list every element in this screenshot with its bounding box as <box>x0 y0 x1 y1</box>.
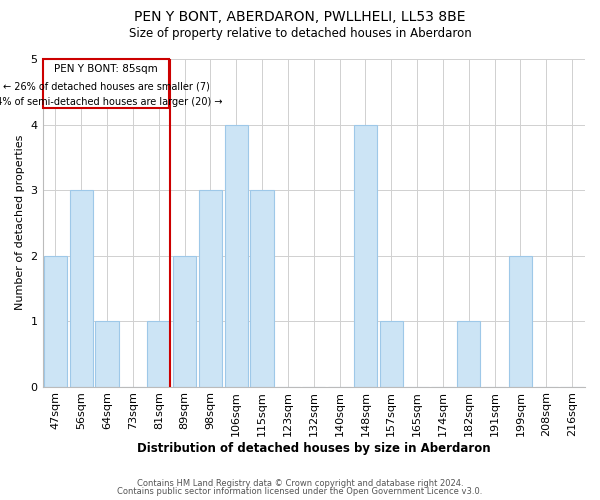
Text: ← 26% of detached houses are smaller (7): ← 26% of detached houses are smaller (7) <box>2 82 209 92</box>
FancyBboxPatch shape <box>43 59 169 108</box>
Bar <box>147 321 170 386</box>
Bar <box>44 256 67 386</box>
Y-axis label: Number of detached properties: Number of detached properties <box>15 135 25 310</box>
Text: Contains HM Land Registry data © Crown copyright and database right 2024.: Contains HM Land Registry data © Crown c… <box>137 478 463 488</box>
Bar <box>70 190 93 386</box>
Text: 74% of semi-detached houses are larger (20) →: 74% of semi-detached houses are larger (… <box>0 97 223 107</box>
Bar <box>354 124 377 386</box>
Bar <box>95 321 119 386</box>
Bar <box>173 256 196 386</box>
Text: PEN Y BONT, ABERDARON, PWLLHELI, LL53 8BE: PEN Y BONT, ABERDARON, PWLLHELI, LL53 8B… <box>134 10 466 24</box>
Bar <box>457 321 481 386</box>
Text: PEN Y BONT: 85sqm: PEN Y BONT: 85sqm <box>54 64 158 74</box>
Bar <box>199 190 222 386</box>
Bar <box>380 321 403 386</box>
Bar <box>250 190 274 386</box>
X-axis label: Distribution of detached houses by size in Aberdaron: Distribution of detached houses by size … <box>137 442 491 455</box>
Text: Contains public sector information licensed under the Open Government Licence v3: Contains public sector information licen… <box>118 487 482 496</box>
Text: Size of property relative to detached houses in Aberdaron: Size of property relative to detached ho… <box>128 28 472 40</box>
Bar <box>224 124 248 386</box>
Bar <box>509 256 532 386</box>
